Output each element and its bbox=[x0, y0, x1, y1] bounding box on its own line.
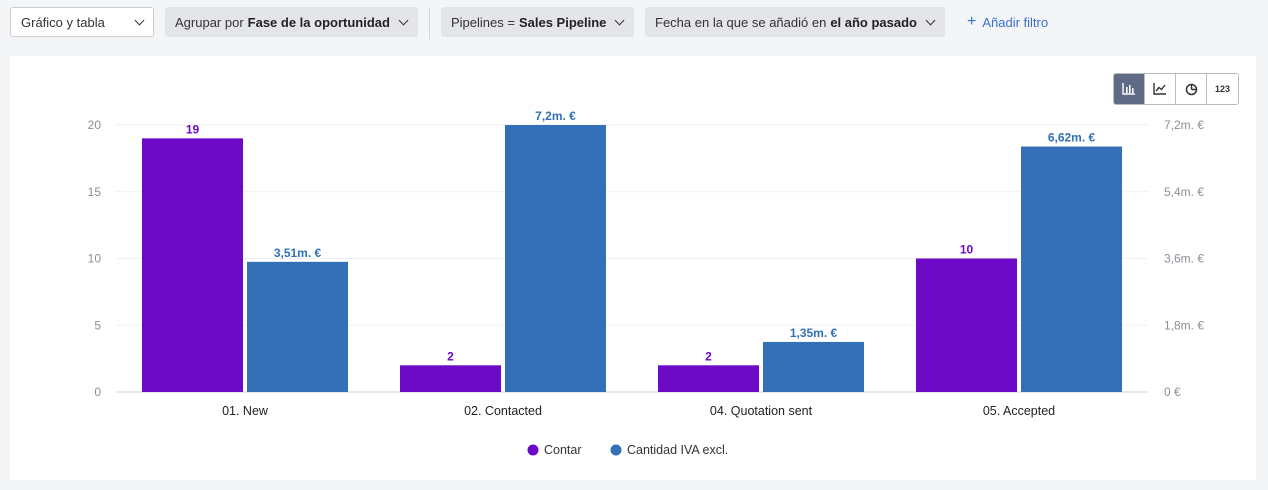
chart-panel: 123 0 5 10 15 20 0 € 1,8m. € 3,6m. € 5,4m. € 7,2… bbox=[10, 56, 1256, 480]
bar-chart: 0 5 10 15 20 0 € 1,8m. € 3,6m. € 5,4m. € 7,2m. €… bbox=[88, 109, 1205, 457]
line-chart-icon bbox=[1153, 83, 1166, 95]
x-tick-label: 02. Contacted bbox=[464, 404, 542, 418]
pie-chart-button[interactable] bbox=[1176, 74, 1207, 104]
y-right-tick-label: 0 € bbox=[1164, 385, 1181, 399]
bar-data-label: 1,35m. € bbox=[790, 326, 838, 340]
chevron-down-icon bbox=[925, 15, 936, 25]
chevron-down-icon bbox=[134, 15, 145, 25]
view-select-label: Gráfico y tabla bbox=[21, 14, 105, 30]
toolbar: Gráfico y tabla Agrupar por Fase de la o… bbox=[10, 7, 1268, 39]
date-filter-value: el año pasado bbox=[830, 14, 918, 30]
bar-data-label: 3,51m. € bbox=[274, 246, 322, 260]
pie-chart-icon bbox=[1185, 83, 1197, 95]
bar[interactable] bbox=[916, 258, 1017, 393]
legend-label: Cantidad IVA excl. bbox=[627, 443, 728, 457]
view-select[interactable]: Gráfico y tabla bbox=[10, 7, 154, 37]
chevron-down-icon bbox=[398, 15, 409, 25]
legend-marker bbox=[610, 444, 622, 456]
number-button[interactable]: 123 bbox=[1207, 74, 1238, 104]
bar[interactable] bbox=[247, 261, 348, 392]
plus-icon: + bbox=[967, 13, 977, 30]
x-tick-label: 04. Quotation sent bbox=[710, 404, 813, 418]
date-filter-prefix: Fecha en la que se añadió en bbox=[655, 14, 827, 30]
date-filter[interactable]: Fecha en la que se añadió en el año pasa… bbox=[645, 7, 945, 37]
group-by-value: Fase de la oportunidad bbox=[247, 14, 390, 30]
legend-marker bbox=[527, 444, 539, 456]
y-left-tick-label: 0 bbox=[94, 385, 101, 399]
x-axis: 01. New 02. Contacted 04. Quotation sent 05… bbox=[222, 404, 1055, 418]
y-right-tick-label: 1,8m. € bbox=[1164, 318, 1204, 332]
pipeline-filter-prefix: Pipelines = bbox=[451, 14, 515, 30]
bar[interactable] bbox=[763, 341, 864, 392]
bar-chart-icon bbox=[1122, 83, 1135, 95]
chevron-down-icon bbox=[614, 15, 625, 25]
bar-data-label: 2 bbox=[705, 349, 712, 363]
bar-data-label: 2 bbox=[447, 349, 454, 363]
chart-legend: Contar Cantidad IVA excl. bbox=[527, 443, 728, 457]
bar-data-label: 19 bbox=[186, 122, 200, 136]
group-by-dropdown[interactable]: Agrupar por Fase de la oportunidad bbox=[165, 7, 418, 37]
bar[interactable] bbox=[505, 125, 606, 392]
y-left-tick-label: 15 bbox=[88, 185, 102, 199]
bar-data-label: 7,2m. € bbox=[535, 109, 576, 123]
bar[interactable] bbox=[400, 365, 501, 392]
y-right-tick-label: 3,6m. € bbox=[1164, 252, 1204, 266]
add-filter-label: Añadir filtro bbox=[982, 14, 1049, 30]
bar[interactable] bbox=[658, 365, 759, 392]
pipeline-filter[interactable]: Pipelines = Sales Pipeline bbox=[441, 7, 634, 37]
y-left-tick-label: 20 bbox=[88, 118, 102, 132]
y-left-tick-label: 10 bbox=[88, 252, 102, 266]
toolbar-divider bbox=[429, 7, 430, 39]
bar[interactable] bbox=[142, 138, 243, 392]
bar-data-label: 6,62m. € bbox=[1048, 131, 1096, 145]
y-right-tick-label: 5,4m. € bbox=[1164, 185, 1204, 199]
chart-bars: 19 3,51m. € 2 7,2m. € 2 1,35m. € 10 6,62m. € bbox=[142, 109, 1122, 392]
line-chart-button[interactable] bbox=[1145, 74, 1176, 104]
number-icon: 123 bbox=[1214, 84, 1231, 94]
y-axis-right: 0 € 1,8m. € 3,6m. € 5,4m. € 7,2m. € bbox=[1164, 118, 1204, 399]
y-axis-left: 0 5 10 15 20 bbox=[88, 118, 102, 399]
y-right-tick-label: 7,2m. € bbox=[1164, 118, 1204, 132]
bar-chart-button[interactable] bbox=[1114, 74, 1145, 104]
group-by-prefix: Agrupar por bbox=[175, 14, 244, 30]
chart-type-switcher: 123 bbox=[1113, 73, 1239, 105]
legend-label: Contar bbox=[544, 443, 582, 457]
x-tick-label: 01. New bbox=[222, 404, 269, 418]
add-filter-button[interactable]: + Añadir filtro bbox=[967, 7, 1048, 37]
bar-data-label: 10 bbox=[960, 243, 974, 257]
x-tick-label: 05. Accepted bbox=[983, 404, 1055, 418]
bar[interactable] bbox=[1021, 146, 1122, 392]
pipeline-filter-value: Sales Pipeline bbox=[518, 14, 607, 30]
y-left-tick-label: 5 bbox=[94, 318, 101, 332]
